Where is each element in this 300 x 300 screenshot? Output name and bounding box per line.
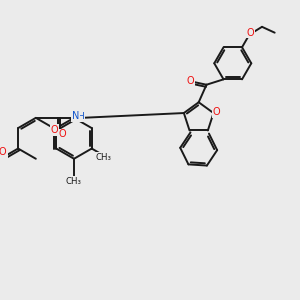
Text: CH₃: CH₃: [66, 177, 82, 186]
Text: H: H: [77, 112, 84, 122]
Text: CH₃: CH₃: [96, 153, 112, 162]
Text: N: N: [72, 111, 80, 121]
Text: O: O: [58, 129, 66, 140]
Text: O: O: [0, 147, 6, 157]
Text: O: O: [213, 107, 220, 117]
Text: O: O: [51, 125, 58, 135]
Text: O: O: [247, 28, 254, 38]
Text: O: O: [186, 76, 194, 86]
